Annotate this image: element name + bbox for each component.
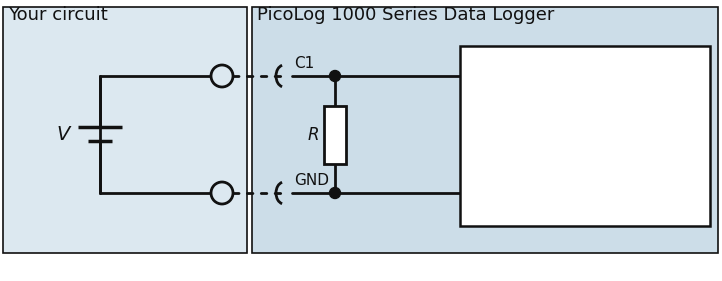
Bar	[252, 7, 718, 253]
Text: GND: GND	[294, 173, 329, 188]
Circle shape	[211, 182, 233, 204]
Text: C1: C1	[294, 56, 314, 71]
Bar	[460, 46, 710, 226]
Circle shape	[329, 71, 341, 81]
Text: Data
Logger
internal
circuitry: Data Logger internal circuitry	[548, 87, 622, 185]
Text: R: R	[308, 126, 319, 144]
Text: Your circuit: Your circuit	[8, 6, 108, 24]
Bar	[3, 7, 247, 253]
Text: PicoLog 1000 Series Data Logger: PicoLog 1000 Series Data Logger	[257, 6, 554, 24]
Circle shape	[211, 65, 233, 87]
Bar	[324, 105, 346, 164]
Circle shape	[329, 187, 341, 198]
Text: V: V	[56, 124, 70, 144]
